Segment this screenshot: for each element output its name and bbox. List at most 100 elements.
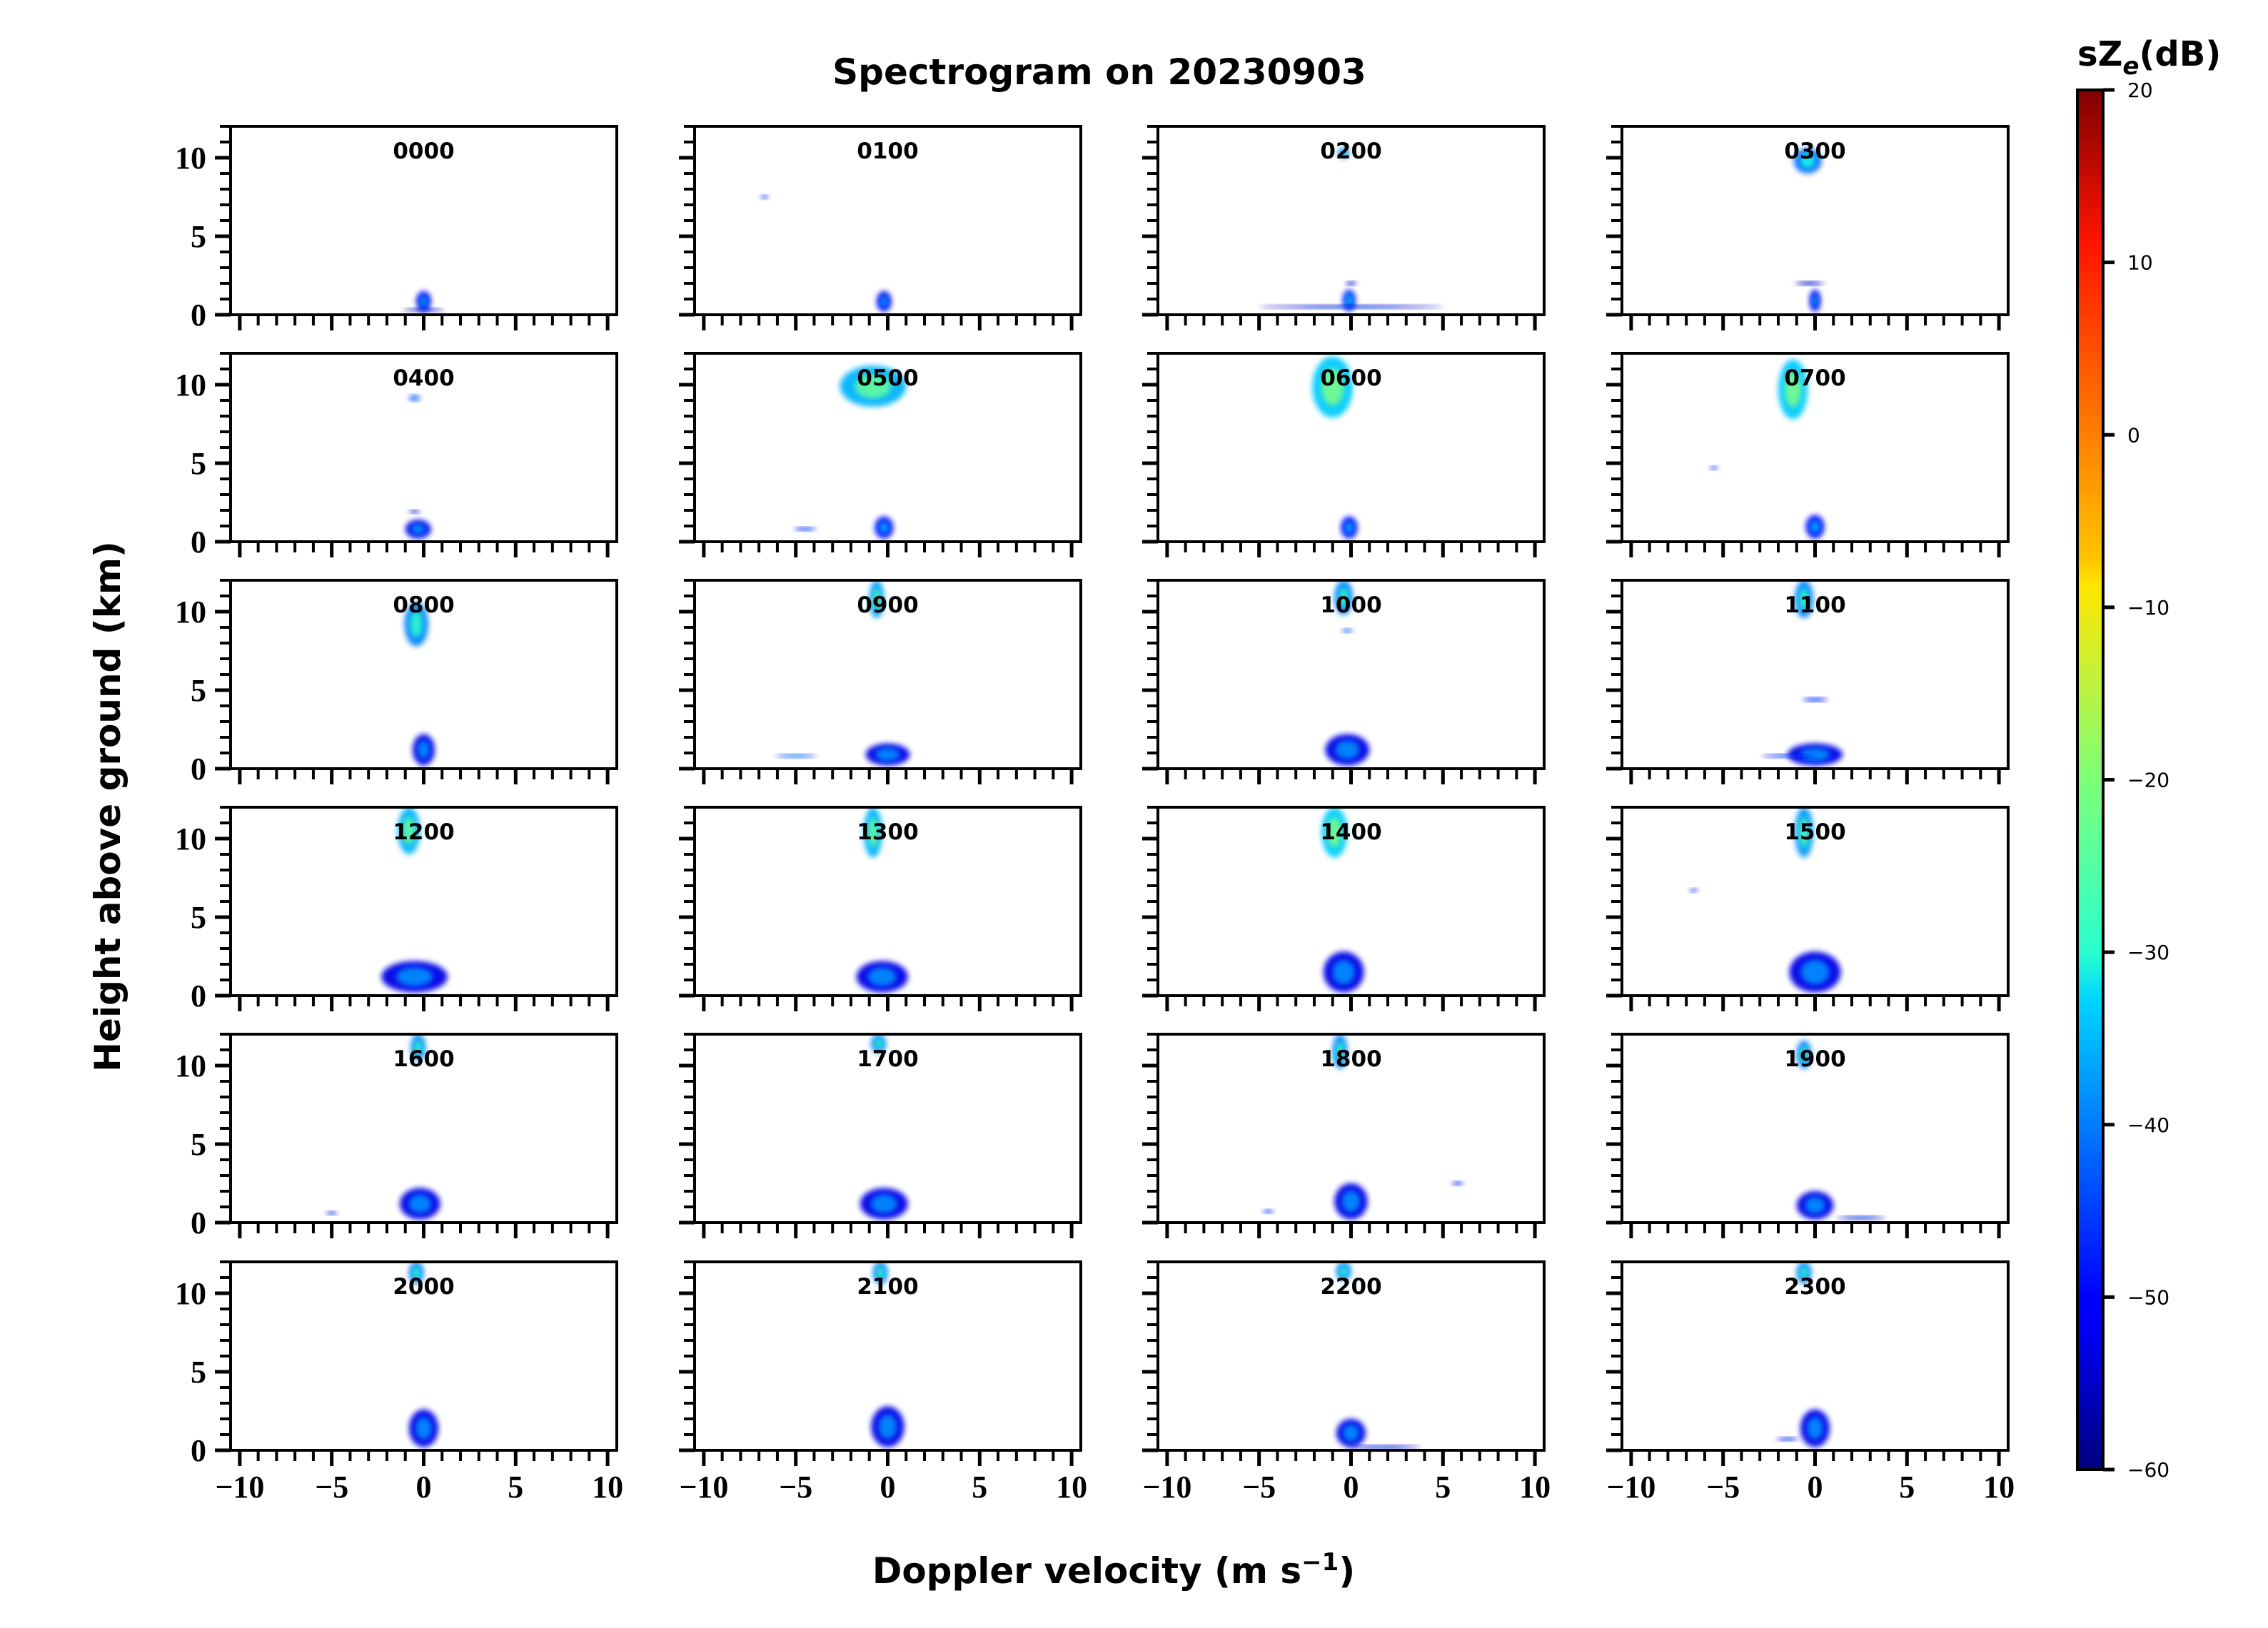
echo-blob-core [855,374,892,399]
panel-data-0000 [403,291,444,312]
panel-title: 1200 [393,819,454,845]
echo-blob-core [417,740,430,759]
panel-title: 0700 [1784,365,1845,391]
colorbar-gradient [2076,89,2105,1471]
x-axis-label-close: ) [1339,1550,1355,1592]
y-tick-label: 0 [191,525,206,560]
y-axis-label: Height above ground (km) [87,541,128,1072]
panel-data-1300 [856,807,908,993]
panel-1700: 1700 [679,1033,1082,1238]
x-tick-label: −5 [315,1470,348,1505]
echo-blob-core [876,1266,884,1280]
colorbar-title-subscript: e [2122,52,2139,81]
x-tick-label: 10 [1056,1470,1087,1505]
x-axis-label-main: Doppler velocity (m s [872,1550,1301,1592]
echo-blob-core [1454,1182,1461,1185]
echo-blob-core [874,1038,883,1050]
panel-1200: 1200 0 5 10 [175,806,618,1013]
panel-title: 1800 [1320,1046,1381,1072]
y-tick-label: 0 [191,752,206,787]
echo-blob-core [412,309,435,311]
panel-data-0100 [760,195,892,312]
echo-blob-core [880,295,889,308]
echo-blob-core [410,523,425,535]
echo-blob-core [785,755,807,757]
colorbar-tick-label: 10 [2127,251,2153,275]
echo-blob-core [1341,1190,1361,1213]
panel-1600: 1600 0 5 10 [175,1033,618,1240]
echo-blob-core [1798,587,1810,611]
panel-2000: 2000 −10 −5 0 5 10 0 5 10 [175,1260,623,1505]
panel-title: 0300 [1784,138,1845,164]
echo-blob-core [411,510,418,513]
echo-blob-core [1801,282,1818,285]
x-tick-label: 10 [592,1470,623,1505]
echo-blob-core [872,587,881,611]
x-tick-label: 0 [416,1470,432,1505]
echo-blob-core [1265,1210,1271,1213]
panel-data-0600 [1312,356,1358,539]
echo-blob-core [1344,630,1351,632]
echo-blob-core [409,611,423,638]
x-axis-label: Doppler velocity (m s−1) [872,1548,1355,1592]
echo-blob-core [1800,1266,1808,1280]
echo-blob-core [1810,520,1820,534]
x-tick-label: 0 [1344,1470,1359,1505]
echo-blob-core [1800,153,1815,168]
y-tick-label: 10 [175,1048,206,1083]
panel-0100: 0100 [679,125,1082,330]
colorbar-title: sZe(dB) [2077,34,2221,81]
colorbar-tick-label: −10 [2127,596,2169,620]
echo-blob-core [1805,1196,1825,1214]
echo-blob-core [878,1414,897,1440]
y-tick-label: 10 [175,595,206,630]
echo-blob-core [1785,371,1801,408]
echo-blob-core [1812,293,1818,308]
panel-1400: 1400 [1142,806,1546,1011]
echo-blob-core [875,747,900,762]
panel-1300: 1300 [679,806,1082,1011]
panel-0900: 0900 [679,579,1082,784]
panel-0500: 0500 [679,352,1082,557]
y-tick-label: 10 [175,368,206,403]
panel-title: 0100 [857,138,918,164]
echo-blob-core [867,817,878,848]
y-tick-label: 10 [175,821,206,856]
colorbar-title-unit: (dB) [2139,34,2221,74]
panel-data-1700 [860,1034,908,1220]
echo-blob-core [1336,1041,1344,1062]
x-tick-label: 5 [1899,1470,1915,1505]
echo-blob-core [415,1417,432,1440]
panel-data-2100 [871,1262,904,1447]
echo-blob-core [1800,959,1830,985]
x-tick-label: −5 [1242,1470,1276,1505]
echo-blob-core [1800,747,1830,762]
panel-data-1100 [1761,580,1843,766]
echo-blob-core [1345,293,1353,308]
colorbar-title-main: sZ [2077,34,2122,74]
panel-0700: 0700 [1606,352,2010,557]
echo-blob-core [1773,755,1802,757]
echo-blob-core [1364,1446,1405,1448]
y-tick-label: 5 [191,1127,206,1162]
panel-title: 1700 [857,1046,918,1072]
echo-blob-core [870,1194,897,1213]
echo-blob-core [879,520,889,535]
panel-data-0500 [794,365,907,539]
echo-blob-core [762,196,767,198]
echo-blob-core [799,528,812,530]
y-tick-label: 0 [191,1205,206,1240]
echo-blob-core [1339,587,1349,608]
panel-title: 0000 [393,138,454,164]
panel-title: 0400 [393,365,454,391]
panel-title: 0200 [1320,138,1381,164]
panel-title: 1100 [1784,592,1845,618]
x-tick-label: 5 [972,1470,987,1505]
panel-data-0700 [1710,359,1825,539]
panel-title: 1000 [1320,592,1381,618]
y-tick-label: 10 [175,141,206,176]
x-tick-label: 0 [880,1470,896,1505]
echo-blob-core [1781,1438,1794,1440]
